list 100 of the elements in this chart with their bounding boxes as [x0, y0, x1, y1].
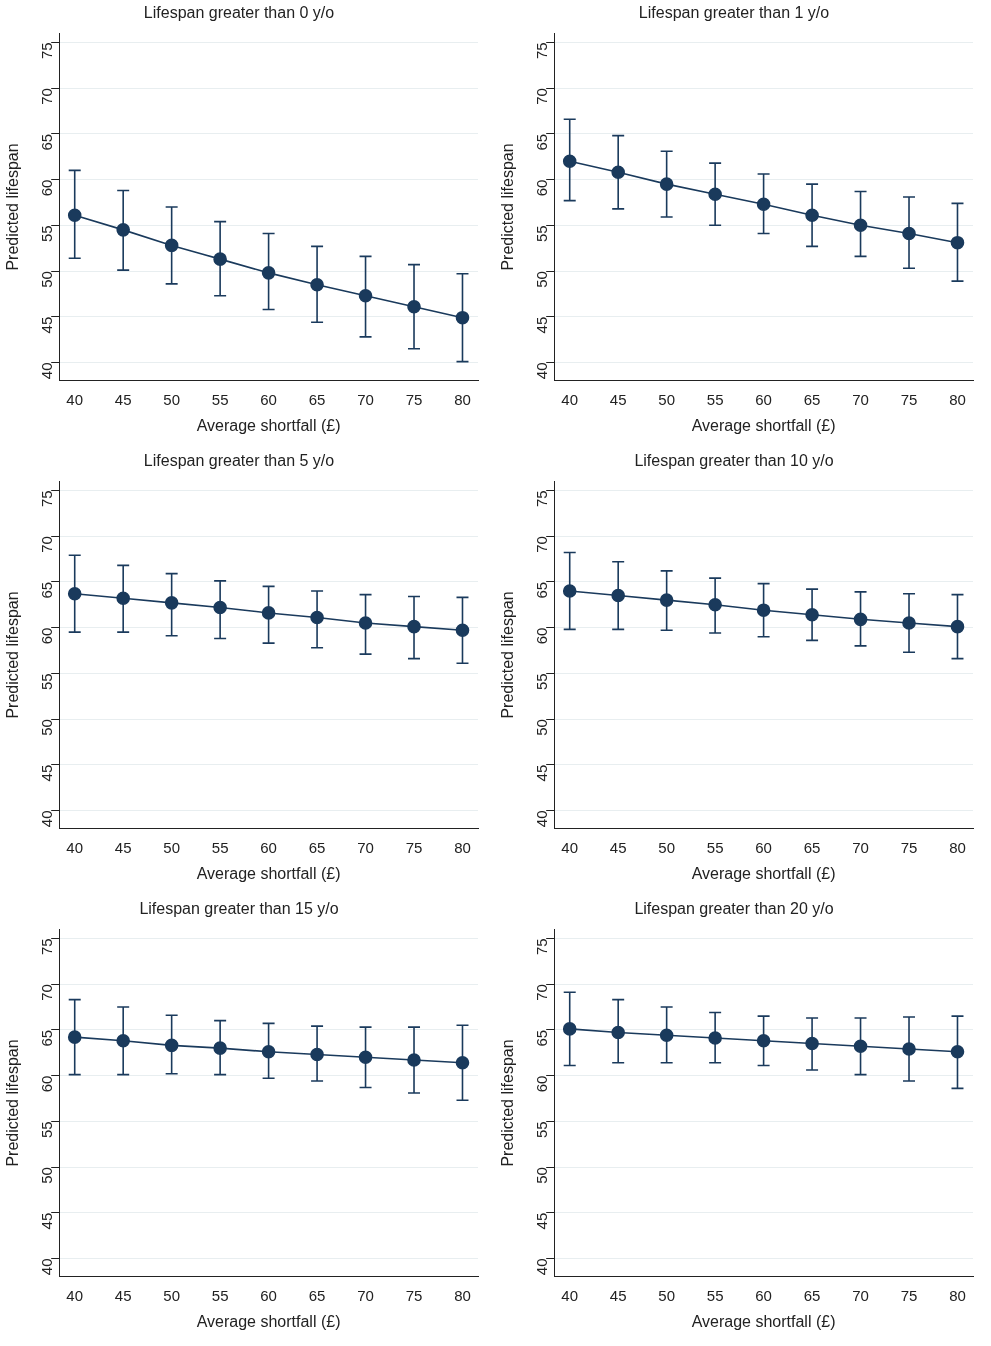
y-tick-label: 60 [533, 1075, 551, 1093]
y-tick-label: 75 [38, 938, 56, 956]
x-tick-label: 45 [609, 1286, 627, 1304]
y-tick-label: 75 [38, 42, 56, 60]
x-tick-label: 80 [949, 838, 966, 856]
y-tick-label: 60 [38, 627, 56, 645]
x-tick-label: 45 [114, 390, 132, 408]
x-tick-label: 60 [260, 390, 277, 408]
x-tick-label: 40 [561, 1286, 579, 1304]
x-tick-label: 65 [308, 838, 326, 856]
x-tick-label: 50 [658, 390, 675, 408]
x-tick-label: 55 [706, 390, 724, 408]
x-tick-label: 65 [803, 1286, 821, 1304]
x-tick-label: 60 [755, 1286, 772, 1304]
y-tick-label: 75 [533, 42, 551, 60]
x-tick-label: 75 [900, 1286, 918, 1304]
y-tick-label: 60 [533, 627, 551, 645]
y-tick-label: 50 [533, 271, 551, 288]
y-tick-label: 60 [533, 179, 551, 197]
x-tick-label: 40 [561, 390, 579, 408]
x-tick-label: 60 [260, 1286, 277, 1304]
y-axis-title: Predicted lifespan [499, 143, 517, 271]
y-tick-label: 60 [38, 179, 56, 197]
x-tick-label: 60 [260, 838, 277, 856]
y-tick-label: 65 [533, 1029, 551, 1047]
x-tick-label: 80 [454, 838, 471, 856]
x-tick-label: 70 [852, 390, 869, 408]
chart-title: Lifespan greater than 1 y/o [638, 4, 830, 22]
x-tick-label: 65 [308, 390, 326, 408]
x-tick-label: 55 [211, 390, 229, 408]
x-tick-label: 80 [949, 1286, 966, 1304]
x-tick-label: 70 [357, 838, 374, 856]
x-tick-label: 45 [609, 390, 627, 408]
y-tick-label: 50 [533, 719, 551, 736]
x-tick-label: 50 [163, 1286, 180, 1304]
chart-title: Lifespan greater than 5 y/o [143, 452, 335, 470]
x-axis-title: Average shortfall (£) [691, 1312, 836, 1330]
chart-title: Lifespan greater than 10 y/o [634, 452, 834, 470]
y-tick-label: 40 [533, 1258, 551, 1276]
y-tick-label: 75 [533, 490, 551, 508]
y-tick-label: 40 [533, 362, 551, 380]
y-tick-label: 70 [38, 536, 56, 553]
y-axis-title: Predicted lifespan [4, 1039, 22, 1167]
x-axis-title: Average shortfall (£) [196, 416, 341, 434]
x-tick-label: 40 [66, 1286, 84, 1304]
x-tick-label: 40 [561, 838, 579, 856]
y-tick-label: 65 [38, 1029, 56, 1047]
y-tick-label: 70 [533, 88, 551, 105]
x-tick-label: 55 [211, 1286, 229, 1304]
x-tick-label: 60 [755, 838, 772, 856]
x-tick-label: 45 [609, 838, 627, 856]
y-tick-label: 40 [38, 362, 56, 380]
y-tick-label: 50 [38, 719, 56, 736]
x-tick-label: 40 [66, 390, 84, 408]
y-tick-label: 65 [38, 133, 56, 151]
x-tick-label: 70 [852, 838, 869, 856]
y-tick-label: 55 [38, 673, 56, 690]
y-tick-label: 55 [533, 1121, 551, 1138]
x-tick-label: 70 [357, 1286, 374, 1304]
y-tick-label: 45 [533, 1212, 551, 1230]
x-tick-label: 55 [706, 838, 724, 856]
y-tick-label: 50 [38, 271, 56, 288]
y-tick-label: 55 [533, 673, 551, 690]
y-tick-label: 45 [533, 764, 551, 782]
x-tick-label: 50 [163, 838, 180, 856]
x-tick-label: 80 [454, 1286, 471, 1304]
y-tick-label: 40 [533, 810, 551, 828]
chart-title: Lifespan greater than 0 y/o [143, 4, 335, 22]
x-axis-title: Average shortfall (£) [691, 864, 836, 882]
y-tick-label: 55 [38, 225, 56, 242]
x-tick-label: 50 [163, 390, 180, 408]
x-tick-label: 75 [900, 390, 918, 408]
chart-title: Lifespan greater than 20 y/o [634, 900, 834, 918]
x-tick-label: 50 [658, 838, 675, 856]
x-tick-label: 70 [852, 1286, 869, 1304]
x-tick-label: 65 [803, 838, 821, 856]
chart-title: Lifespan greater than 15 y/o [139, 900, 339, 918]
y-axis-title: Predicted lifespan [499, 591, 517, 719]
x-tick-label: 55 [211, 838, 229, 856]
x-tick-label: 80 [454, 390, 471, 408]
y-tick-label: 40 [38, 810, 56, 828]
x-tick-label: 40 [66, 838, 84, 856]
y-tick-label: 40 [38, 1258, 56, 1276]
y-tick-label: 55 [38, 1121, 56, 1138]
x-tick-label: 75 [405, 390, 423, 408]
x-tick-label: 65 [308, 1286, 326, 1304]
y-axis-title: Predicted lifespan [4, 591, 22, 719]
y-tick-label: 70 [38, 88, 56, 105]
x-tick-label: 55 [706, 1286, 724, 1304]
y-axis-title: Predicted lifespan [499, 1039, 517, 1167]
x-tick-label: 50 [658, 1286, 675, 1304]
y-tick-label: 70 [533, 536, 551, 553]
y-tick-label: 55 [533, 225, 551, 242]
x-axis-title: Average shortfall (£) [196, 1312, 341, 1330]
y-tick-label: 65 [533, 133, 551, 151]
y-tick-label: 45 [38, 1212, 56, 1230]
y-tick-label: 75 [38, 490, 56, 508]
x-tick-label: 75 [405, 838, 423, 856]
y-tick-label: 70 [38, 984, 56, 1001]
x-tick-label: 75 [900, 838, 918, 856]
